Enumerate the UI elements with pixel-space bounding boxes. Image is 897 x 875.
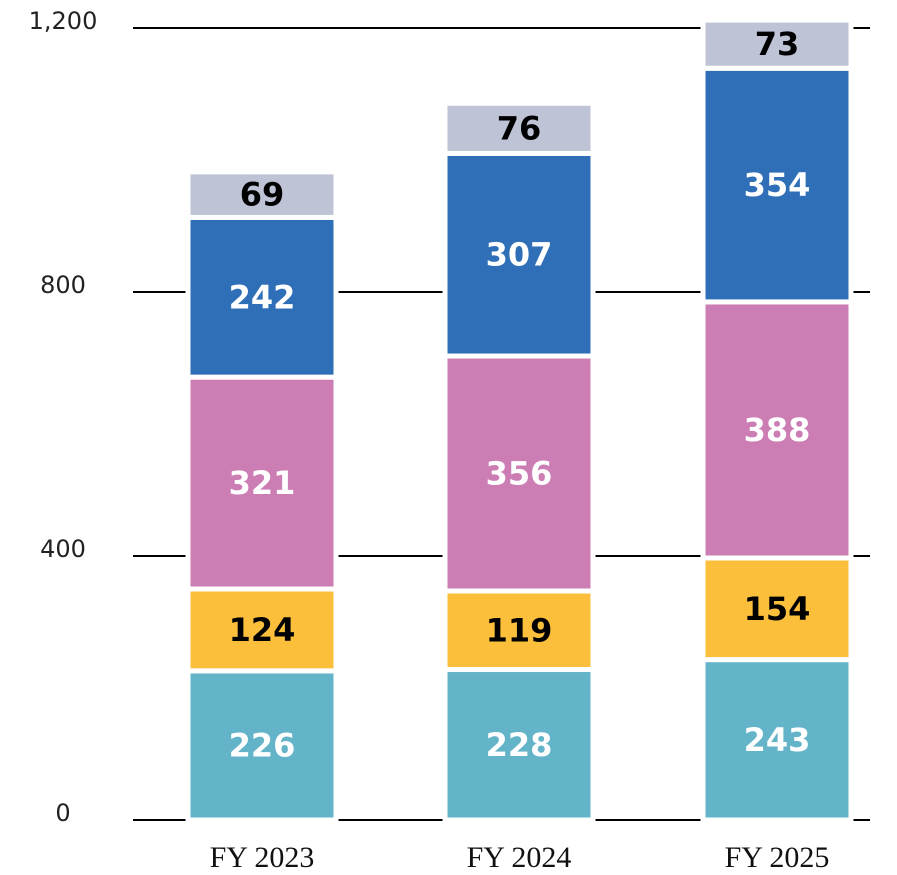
data-label: 119 bbox=[486, 611, 553, 649]
data-label: 73 bbox=[755, 25, 800, 63]
data-label: 69 bbox=[240, 176, 285, 214]
bar-segment bbox=[442, 353, 596, 594]
data-label: 154 bbox=[744, 590, 811, 628]
data-label: 356 bbox=[486, 455, 553, 493]
bar-segment bbox=[185, 169, 339, 220]
bar-segment bbox=[185, 668, 339, 823]
data-label: 307 bbox=[486, 236, 553, 274]
data-label: 76 bbox=[497, 109, 542, 147]
bar-segment bbox=[700, 17, 854, 71]
y-tick-label: 0 bbox=[55, 799, 70, 827]
bar-segment bbox=[185, 214, 339, 380]
data-label: 388 bbox=[744, 411, 811, 449]
data-label: 242 bbox=[229, 278, 296, 316]
data-label: 321 bbox=[229, 464, 296, 502]
bar-segment bbox=[442, 100, 596, 156]
x-tick-label: FY 2025 bbox=[725, 841, 830, 874]
x-tick-label: FY 2023 bbox=[210, 841, 315, 874]
data-label: 354 bbox=[744, 166, 811, 204]
data-label: 124 bbox=[229, 611, 296, 649]
y-tick-label: 400 bbox=[40, 535, 86, 563]
bar-segment bbox=[185, 586, 339, 674]
x-tick-label: FY 2024 bbox=[467, 841, 572, 874]
y-tick-label: 1,200 bbox=[29, 7, 98, 35]
bar-segment bbox=[700, 657, 854, 823]
bar-segment bbox=[442, 150, 596, 359]
data-label: 226 bbox=[229, 726, 296, 764]
bar-segment bbox=[442, 588, 596, 673]
data-label: 243 bbox=[744, 721, 811, 759]
y-tick-label: 800 bbox=[40, 271, 86, 299]
data-label: 228 bbox=[486, 726, 553, 764]
bar-segment bbox=[700, 299, 854, 561]
